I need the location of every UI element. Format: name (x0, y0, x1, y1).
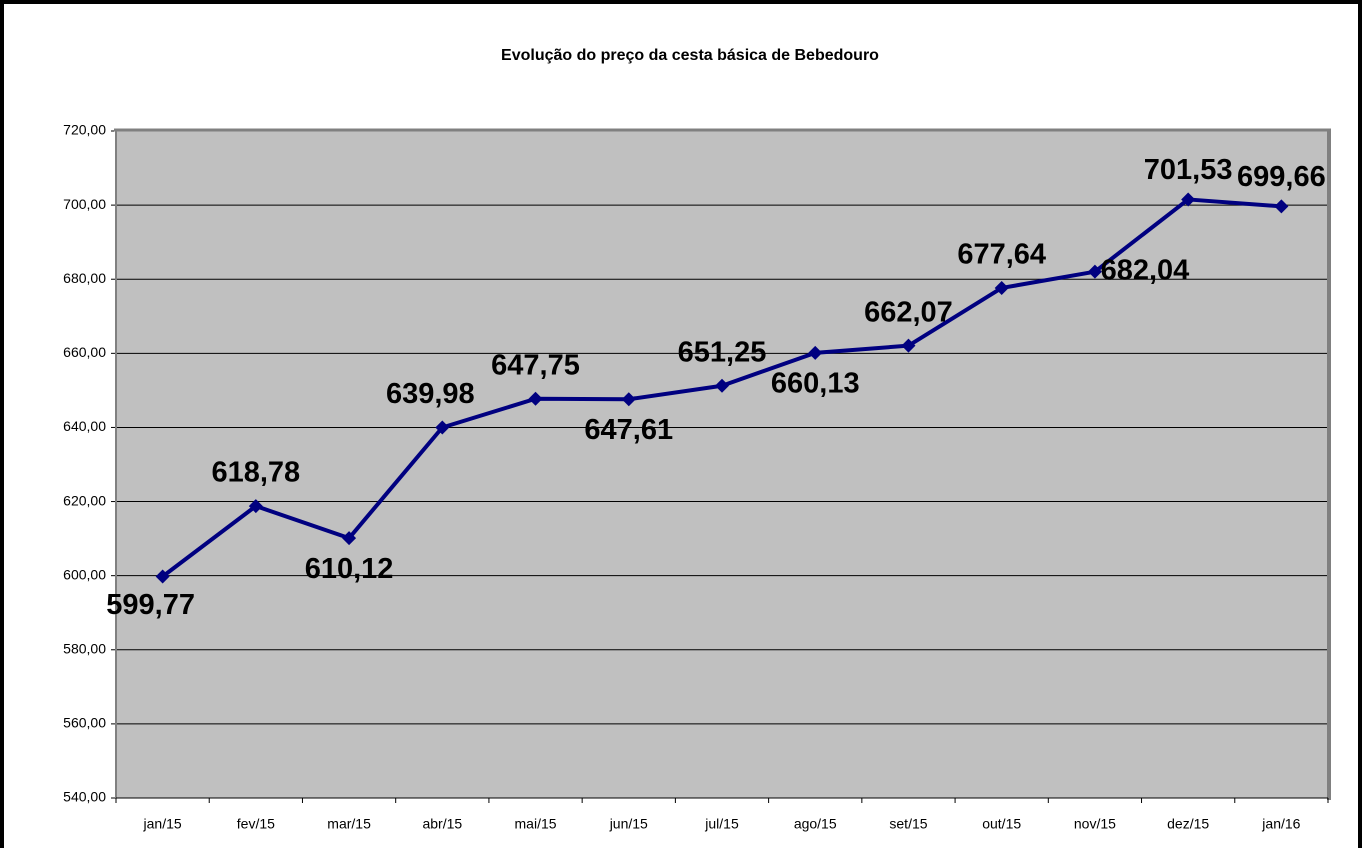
chart-title: Evolução do preço da cesta básica de Beb… (501, 47, 879, 64)
data-point (1274, 199, 1289, 214)
data-label: 660,13 (771, 368, 860, 400)
data-label: 639,98 (386, 378, 475, 410)
x-tick-label: nov/15 (1074, 816, 1116, 832)
data-point (808, 345, 823, 360)
data-label: 677,64 (957, 239, 1046, 271)
y-tick-label: 700,00 (63, 196, 106, 212)
data-label: 651,25 (678, 336, 767, 368)
y-tick-label: 540,00 (63, 789, 106, 805)
data-point (342, 531, 357, 546)
plot-area (116, 131, 1328, 798)
x-tick-label: jan/15 (143, 816, 182, 832)
x-tick-label: mar/15 (327, 816, 371, 832)
data-point (901, 338, 916, 353)
data-label: 610,12 (305, 553, 394, 585)
x-tick-label: set/15 (889, 816, 927, 832)
data-label: 647,75 (491, 349, 580, 381)
y-tick-label: 600,00 (63, 566, 106, 582)
data-label: 699,66 (1237, 161, 1326, 193)
data-point (994, 280, 1009, 295)
data-label: 599,77 (106, 589, 195, 621)
y-tick-label: 660,00 (63, 344, 106, 360)
y-tick-label: 640,00 (63, 418, 106, 434)
x-tick-label: out/15 (982, 816, 1021, 832)
data-label: 701,53 (1144, 154, 1233, 186)
x-tick-label: dez/15 (1167, 816, 1209, 832)
data-point (435, 420, 450, 435)
x-tick-label: ago/15 (794, 816, 837, 832)
y-tick-label: 580,00 (63, 640, 106, 656)
data-label: 682,04 (1101, 254, 1190, 286)
x-tick-label: fev/15 (237, 816, 275, 832)
x-tick-label: jun/15 (609, 816, 648, 832)
data-point (1087, 264, 1102, 279)
x-tick-label: jan/16 (1261, 816, 1300, 832)
data-point (155, 569, 170, 584)
y-tick-label: 720,00 (63, 122, 106, 138)
y-tick-label: 680,00 (63, 270, 106, 286)
x-tick-label: mai/15 (515, 816, 557, 832)
data-point (1181, 192, 1196, 207)
y-tick-label: 560,00 (63, 715, 106, 731)
data-label: 647,61 (584, 414, 673, 446)
data-point (528, 391, 543, 406)
data-label: 618,78 (211, 457, 300, 489)
data-point (715, 378, 729, 393)
x-tick-label: jul/15 (704, 816, 739, 832)
data-label: 662,07 (864, 296, 953, 328)
y-tick-label: 620,00 (63, 492, 106, 508)
data-point (248, 499, 263, 514)
data-point (621, 392, 636, 407)
x-tick-label: abr/15 (422, 816, 462, 832)
